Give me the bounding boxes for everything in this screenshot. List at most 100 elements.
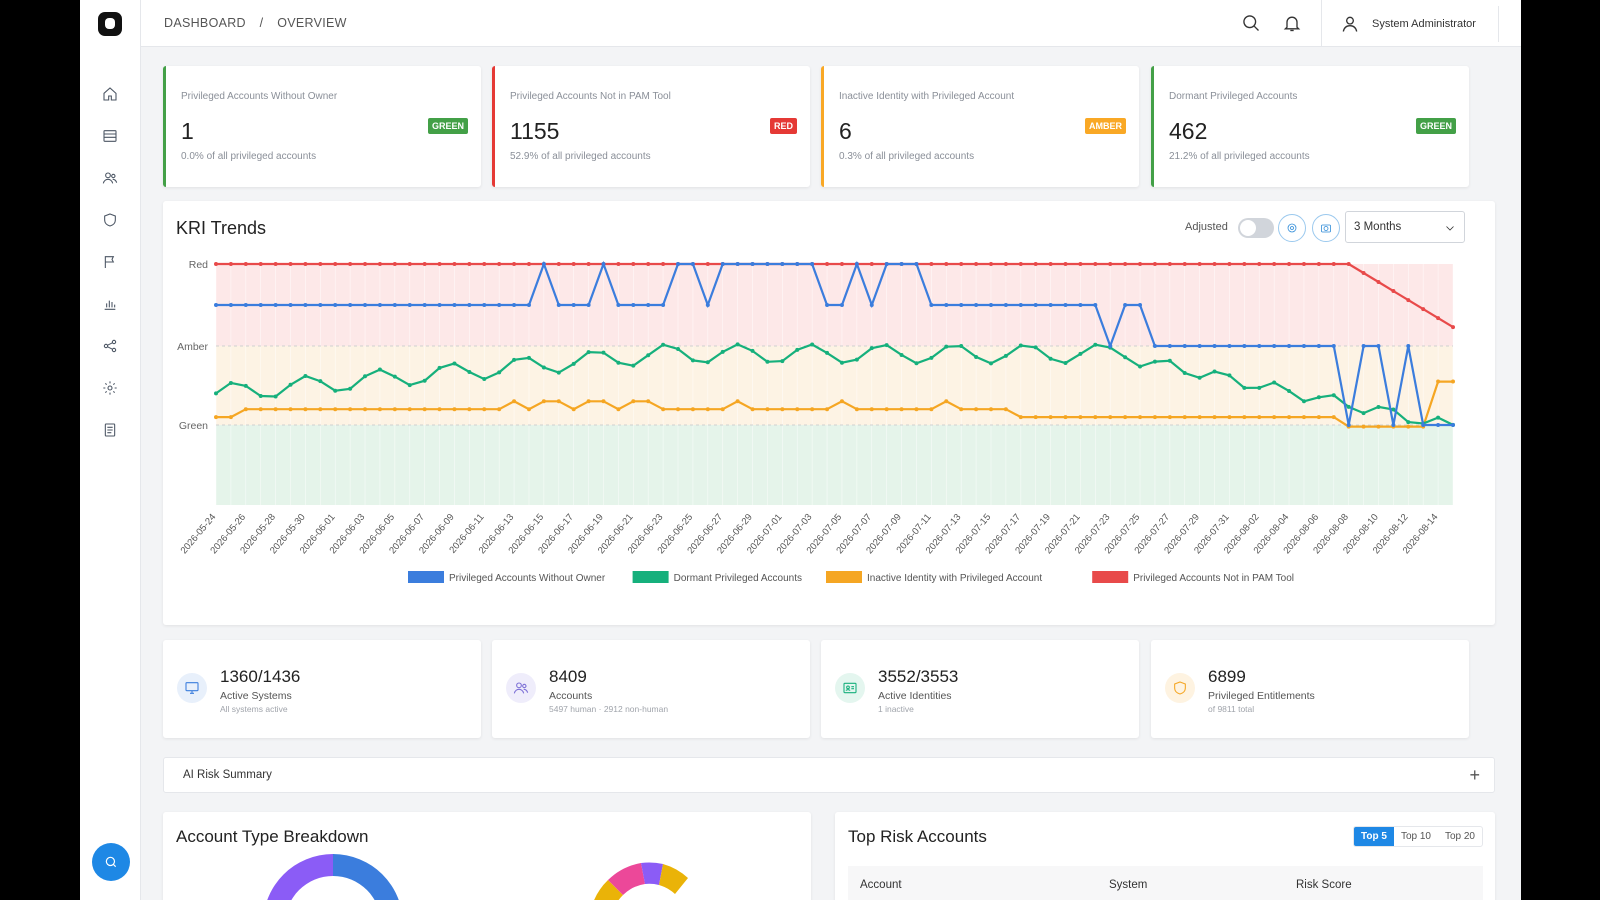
- stat-card[interactable]: 1360/1436 Active Systems All systems activ…: [163, 640, 481, 738]
- data-point: [228, 380, 233, 385]
- data-point: [437, 407, 442, 412]
- home-icon[interactable]: [99, 83, 121, 105]
- kpi-card[interactable]: Inactive Identity with Privileged Accoun…: [821, 66, 1139, 187]
- search-icon[interactable]: [1241, 13, 1261, 33]
- data-point: [512, 262, 517, 266]
- breadcrumb-overview: OVERVIEW: [277, 16, 347, 30]
- bar-chart-icon[interactable]: [99, 293, 121, 315]
- y-tick-label: Green: [179, 420, 208, 432]
- data-point: [1123, 262, 1128, 266]
- data-point: [526, 303, 531, 307]
- tab-top-10[interactable]: Top 10: [1400, 831, 1431, 842]
- database-icon[interactable]: [99, 125, 121, 147]
- data-point: [1391, 407, 1396, 412]
- column-header-risk-score[interactable]: Risk Score: [1296, 879, 1352, 891]
- data-point: [1227, 262, 1232, 266]
- stat-card[interactable]: 8409 Accounts 5497 human · 2912 non-human: [492, 640, 810, 738]
- data-point: [616, 407, 621, 412]
- data-point: [1048, 303, 1053, 307]
- data-point: [631, 399, 636, 404]
- data-point: [1287, 415, 1292, 420]
- breadcrumb-dashboard[interactable]: DASHBOARD: [164, 16, 246, 30]
- data-point: [1376, 280, 1381, 285]
- stat-card[interactable]: 6899 Privileged Entitlements of 9811 total: [1151, 640, 1469, 738]
- data-point: [1212, 262, 1217, 266]
- gear-icon[interactable]: [99, 377, 121, 399]
- bell-icon[interactable]: [1282, 13, 1302, 33]
- data-point: [1406, 298, 1411, 303]
- data-point: [1003, 262, 1008, 266]
- data-point: [869, 346, 874, 351]
- data-point: [616, 303, 621, 307]
- data-point: [1406, 424, 1411, 429]
- data-point: [974, 303, 979, 307]
- column-header-account[interactable]: Account: [860, 879, 902, 891]
- data-point: [258, 303, 263, 307]
- tab-top-5[interactable]: Top 5: [1354, 827, 1394, 846]
- data-point: [407, 407, 412, 412]
- data-point: [825, 350, 830, 355]
- data-point: [705, 303, 710, 307]
- data-point: [780, 359, 785, 364]
- data-point: [1346, 404, 1351, 409]
- data-point: [303, 374, 308, 379]
- data-point: [377, 262, 382, 266]
- data-point: [273, 303, 278, 307]
- users-icon[interactable]: [99, 167, 121, 189]
- data-point: [1212, 344, 1217, 348]
- app-window: DASHBOARD / OVERVIEW System Administrato…: [80, 0, 1521, 900]
- kpi-card[interactable]: Privileged Accounts Not in PAM Tool 1155 5…: [492, 66, 810, 187]
- shield-icon[interactable]: [99, 209, 121, 231]
- data-point: [214, 391, 218, 396]
- app-logo[interactable]: [98, 12, 122, 36]
- data-point: [214, 303, 218, 307]
- data-point: [959, 407, 964, 412]
- data-point: [363, 303, 368, 307]
- data-point: [1287, 262, 1292, 266]
- kpi-label: Privileged Accounts Without Owner: [181, 91, 338, 102]
- data-point: [1301, 262, 1306, 266]
- donut-slice: [267, 854, 333, 900]
- data-point: [1242, 262, 1247, 266]
- kpi-card[interactable]: Privileged Accounts Without Owner 1 0.0% o…: [163, 66, 481, 187]
- adjusted-toggle[interactable]: [1238, 218, 1274, 238]
- data-point: [1346, 423, 1351, 427]
- data-point: [1138, 262, 1143, 266]
- data-point: [1242, 385, 1247, 390]
- series-line: [216, 380, 1453, 428]
- data-point: [1316, 395, 1321, 400]
- ai-risk-summary[interactable]: AI Risk Summary +: [163, 757, 1495, 793]
- data-point: [1152, 262, 1157, 266]
- data-point: [929, 407, 934, 412]
- user-menu[interactable]: System Administrator: [1321, 0, 1476, 47]
- tab-top-20[interactable]: Top 20: [1444, 831, 1475, 842]
- data-point: [720, 349, 725, 354]
- data-point: [959, 303, 964, 307]
- expand-icon[interactable]: +: [1469, 765, 1480, 785]
- column-header-system[interactable]: System: [1109, 879, 1148, 891]
- camera-icon[interactable]: [1312, 214, 1340, 242]
- data-point: [899, 352, 904, 357]
- range-select[interactable]: 3 Months: [1345, 211, 1465, 243]
- data-point: [1078, 351, 1083, 356]
- data-point: [318, 379, 323, 384]
- kpi-card[interactable]: Dormant Privileged Accounts 462 21.2% of a…: [1151, 66, 1469, 187]
- stat-card[interactable]: 3552/3553 Active Identities 1 inactive: [821, 640, 1139, 738]
- share-icon[interactable]: [99, 335, 121, 357]
- stat-label: Active Identities: [878, 690, 952, 702]
- chat-assistant-button[interactable]: [92, 843, 130, 881]
- document-icon[interactable]: [99, 419, 121, 441]
- data-point: [303, 262, 308, 266]
- data-point: [1361, 271, 1366, 276]
- target-icon[interactable]: [1278, 214, 1306, 242]
- donut-slice: [333, 854, 399, 900]
- stat-label: Privileged Entitlements: [1208, 690, 1315, 702]
- series-line: [215, 343, 1454, 426]
- data-point: [646, 399, 651, 404]
- data-point: [318, 262, 323, 266]
- data-point: [1301, 415, 1306, 420]
- data-point: [586, 350, 591, 355]
- data-point: [676, 407, 681, 412]
- flag-icon[interactable]: [99, 251, 121, 273]
- data-point: [1272, 415, 1277, 420]
